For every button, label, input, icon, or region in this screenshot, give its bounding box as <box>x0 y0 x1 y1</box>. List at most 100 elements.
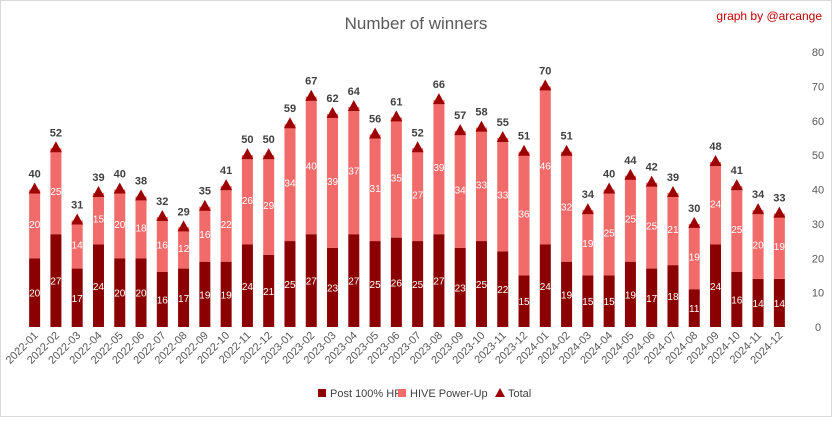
data-label-total: 48 <box>709 141 721 153</box>
data-label-hive-power-up: 25 <box>625 215 637 226</box>
data-label-post-100-hp: 20 <box>114 289 126 300</box>
data-label-post-100-hp: 19 <box>561 290 573 301</box>
total-marker <box>709 155 722 166</box>
data-label-total: 40 <box>114 169 126 181</box>
bar-segment-post-100-hp <box>263 254 275 327</box>
data-label-total: 56 <box>369 114 381 126</box>
bar-segment-post-100-hp <box>114 258 126 327</box>
total-marker <box>624 168 637 180</box>
data-label-total: 66 <box>433 79 445 91</box>
bar-segment-hive-power-up <box>454 131 466 248</box>
bar-segment-hive-power-up <box>178 227 190 269</box>
data-label-hive-power-up: 25 <box>50 187 62 198</box>
legend-swatch-post-100-hp <box>318 389 326 397</box>
bar-segment-post-100-hp <box>582 275 594 327</box>
total-marker <box>581 203 594 215</box>
data-label-total: 51 <box>518 131 530 143</box>
data-label-post-100-hp: 25 <box>370 280 382 291</box>
bar-segment-hive-power-up <box>646 182 658 269</box>
data-label-total: 41 <box>220 165 232 177</box>
data-label-hive-power-up: 25 <box>604 228 616 239</box>
bar-segment-hive-power-up <box>624 175 636 262</box>
bar-segment-post-100-hp <box>518 275 530 327</box>
data-label-total: 31 <box>71 199 83 211</box>
total-marker <box>49 141 62 153</box>
bar-segment-post-100-hp <box>92 244 104 327</box>
data-label-total: 58 <box>475 107 487 119</box>
total-marker <box>71 213 84 225</box>
data-label-post-100-hp: 27 <box>50 277 62 288</box>
data-label-total: 33 <box>773 193 785 205</box>
data-label-hive-power-up: 32 <box>561 203 573 214</box>
data-label-hive-power-up: 19 <box>774 242 786 253</box>
data-label-post-100-hp: 25 <box>412 280 424 291</box>
total-marker <box>730 179 743 191</box>
total-marker <box>326 106 339 118</box>
bar-segment-hive-power-up <box>582 210 594 276</box>
total-marker <box>518 144 531 156</box>
data-label-post-100-hp: 16 <box>731 296 743 307</box>
data-label-hive-power-up: 25 <box>731 225 743 236</box>
data-label-total: 50 <box>241 134 253 146</box>
bar-segment-hive-power-up <box>305 96 317 235</box>
data-label-hive-power-up: 35 <box>391 173 403 184</box>
data-label-hive-power-up: 46 <box>540 161 552 172</box>
y-tick-label: 60 <box>812 116 824 128</box>
total-marker <box>369 127 382 139</box>
bar-segment-hive-power-up <box>731 186 743 272</box>
bars-group: 20 20 40 27 25 52 17 14 31 24 15 39 20 20 40 20 18 38 16 16… <box>29 65 786 327</box>
total-marker <box>454 124 467 136</box>
data-label-post-100-hp: 26 <box>391 278 403 289</box>
legend-label-total: Total <box>508 388 531 400</box>
bar-segment-hive-power-up <box>667 192 679 266</box>
data-label-hive-power-up: 37 <box>348 167 360 178</box>
data-label-hive-power-up: 27 <box>412 191 424 202</box>
bar-segment-hive-power-up <box>497 137 509 252</box>
y-tick-label: 20 <box>812 253 824 265</box>
data-label-hive-power-up: 12 <box>178 244 190 255</box>
data-label-total: 51 <box>560 131 572 143</box>
data-label-hive-power-up: 39 <box>433 163 445 174</box>
legend-label-post-100-hp: Post 100% HP <box>330 388 402 400</box>
total-marker <box>113 182 126 194</box>
bar-segment-hive-power-up <box>433 100 445 235</box>
total-marker <box>411 141 424 153</box>
total-marker <box>496 130 509 142</box>
bar-segment-hive-power-up <box>710 162 722 245</box>
y-tick-label: 40 <box>812 185 824 197</box>
data-label-post-100-hp: 27 <box>306 277 318 288</box>
data-label-post-100-hp: 24 <box>710 282 722 293</box>
data-label-post-100-hp: 17 <box>72 294 84 305</box>
data-label-total: 32 <box>156 196 168 208</box>
data-label-total: 52 <box>412 127 424 139</box>
bar-segment-post-100-hp <box>412 241 424 327</box>
data-label-hive-power-up: 19 <box>582 239 594 250</box>
bar-segment-post-100-hp <box>603 275 615 327</box>
total-marker <box>432 93 445 105</box>
bar-segment-post-100-hp <box>454 247 466 327</box>
data-label-total: 44 <box>624 155 637 167</box>
bar-segment-post-100-hp <box>731 272 743 327</box>
data-label-total: 30 <box>688 203 700 215</box>
bar-segment-post-100-hp <box>539 244 551 327</box>
bar-segment-post-100-hp <box>561 261 573 327</box>
y-tick-label: 80 <box>812 47 824 59</box>
data-label-total: 52 <box>50 127 62 139</box>
data-label-post-100-hp: 17 <box>646 294 658 305</box>
bar-segment-post-100-hp <box>390 237 402 327</box>
data-label-total: 40 <box>29 169 41 181</box>
data-label-hive-power-up: 16 <box>199 230 211 241</box>
legend: Post 100% HP HIVE Power-Up Total <box>318 388 531 400</box>
data-label-hive-power-up: 33 <box>497 191 509 202</box>
data-label-hive-power-up: 39 <box>327 177 339 188</box>
data-label-post-100-hp: 17 <box>178 294 190 305</box>
bar-segment-post-100-hp <box>50 234 62 327</box>
total-marker <box>475 120 488 132</box>
bar-segment-post-100-hp <box>667 265 679 327</box>
data-label-total: 34 <box>752 189 765 201</box>
data-label-hive-power-up: 16 <box>157 241 169 252</box>
bar-segment-post-100-hp <box>433 234 445 327</box>
data-label-total: 64 <box>348 86 361 98</box>
data-label-hive-power-up: 20 <box>114 220 126 231</box>
